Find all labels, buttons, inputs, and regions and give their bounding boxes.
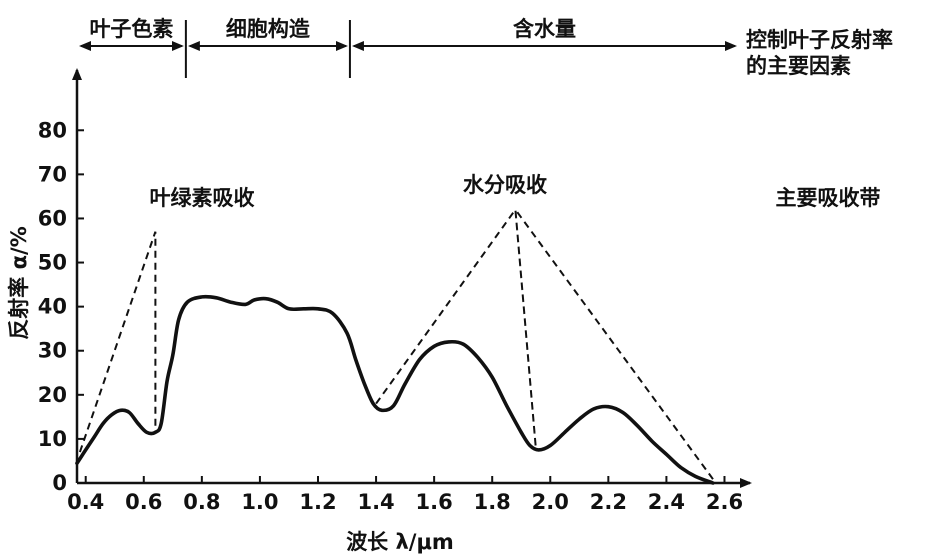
x-tick-label: 1.4 (357, 490, 394, 514)
annotation-water-absorption: 水分吸收 (463, 173, 547, 197)
x-tick-label: 0.4 (67, 490, 104, 514)
zone-label: 含水量 (513, 17, 576, 41)
annotation-chlorophyll-absorption: 叶绿素吸收 (150, 186, 255, 210)
x-tick-group: 0.4 0.6 0.8 1.0 1.2 1.4 1.6 1.8 2.0 2.2 2.4 2.6 (67, 476, 743, 514)
y-tick-group: 0 10 20 30 40 50 60 70 80 (38, 118, 84, 495)
zone-group: 叶子色素 细胞构造 含水量 (79, 17, 737, 78)
x-tick-label: 1.2 (299, 490, 336, 514)
absorption-dashed-line-1 (78, 231, 157, 453)
y-tick-label: 20 (38, 383, 67, 407)
y-tick-label: 80 (38, 118, 67, 142)
series-group (75, 206, 717, 485)
y-tick-label: 0 (52, 471, 67, 495)
x-tick-label: 1.6 (416, 490, 453, 514)
x-tick-label: 2.4 (648, 490, 685, 514)
zone-label: 叶子色素 (89, 17, 173, 41)
x-tick-label: 2.0 (532, 490, 569, 514)
y-tick-label: 10 (38, 427, 67, 451)
annotation-main-absorption-bands: 主要吸收带 (776, 186, 881, 210)
x-tick-label: 0.6 (125, 490, 162, 514)
x-axis-title: 波长 λ/μm (346, 530, 454, 554)
zone-label: 细胞构造 (226, 17, 311, 41)
x-tick-label: 1.8 (474, 490, 511, 514)
x-tick-label: 2.2 (590, 490, 627, 514)
y-tick-label: 70 (38, 162, 67, 186)
y-tick-label: 40 (38, 295, 67, 319)
reflectance-curve (75, 294, 715, 485)
absorption-dashed-line-2 (375, 206, 717, 484)
x-tick-label: 1.0 (241, 490, 278, 514)
x-tick-label: 2.6 (706, 490, 743, 514)
y-tick-label: 60 (38, 206, 67, 230)
zone-caption-line2: 的主要因素 (746, 54, 851, 78)
y-tick-label: 50 (38, 251, 67, 275)
y-tick-label: 30 (38, 339, 67, 363)
y-axis-title: 反射率 α/% (7, 226, 31, 339)
x-tick-label: 0.8 (183, 490, 220, 514)
zone-caption-line1: 控制叶子反射率 (746, 28, 893, 52)
